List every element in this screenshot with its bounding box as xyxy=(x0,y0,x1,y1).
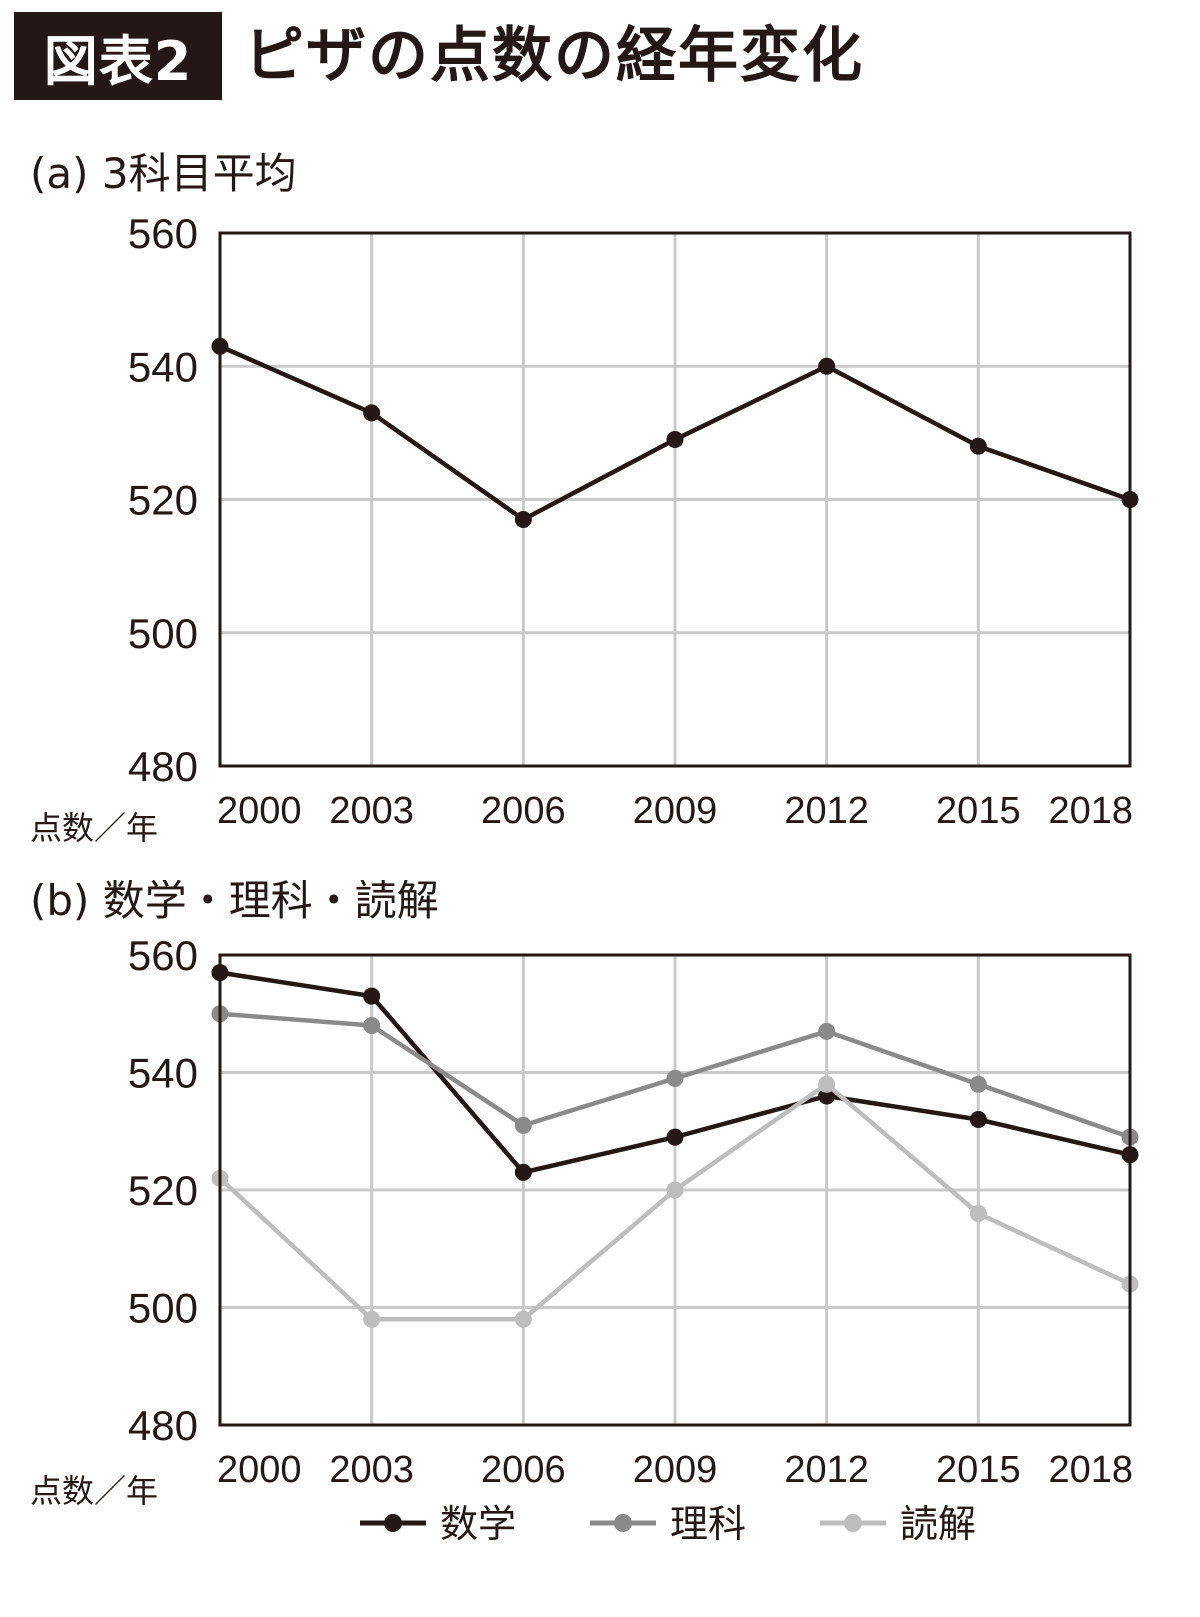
y-tick-label: 560 xyxy=(128,932,198,979)
data-point xyxy=(363,1017,381,1034)
x-tick-label: 2015 xyxy=(936,1449,1021,1491)
data-point xyxy=(818,357,836,375)
y-tick-label: 500 xyxy=(128,1285,198,1332)
chart-b-legend: 数学 理科 読解 xyxy=(360,1502,976,1546)
y-tick-label: 480 xyxy=(128,1402,198,1449)
x-tick-label: 2012 xyxy=(784,790,869,832)
x-tick-label: 2015 xyxy=(936,790,1021,832)
x-tick-label: 2009 xyxy=(633,1449,718,1491)
y-tick-label: 480 xyxy=(128,743,198,790)
x-tick-label: 2006 xyxy=(481,1449,566,1491)
x-tick-label: 2018 xyxy=(1048,790,1133,832)
legend-swatch-marker xyxy=(614,1514,632,1532)
data-point xyxy=(969,1111,987,1128)
x-tick-label: 2018 xyxy=(1048,1449,1133,1491)
chart-a-axis-labels: 560 540 520 500 480 2000 2003 2006 2009 2012 2015 2… xyxy=(128,210,1133,832)
data-point xyxy=(818,1075,836,1093)
data-point xyxy=(514,1163,532,1181)
chart-b-title: (b) 数学・理科・読解 xyxy=(30,880,439,925)
chart-a-title: (a) 3科目平均 xyxy=(30,149,297,198)
chart-a-series xyxy=(211,337,1139,528)
legend-label: 理科 xyxy=(670,1502,746,1546)
y-tick-label: 540 xyxy=(128,343,198,390)
data-point xyxy=(514,510,532,528)
data-point xyxy=(818,1087,836,1105)
legend-swatch-marker xyxy=(384,1514,402,1532)
x-tick-label: 2012 xyxy=(784,1449,869,1491)
y-tick-label: 520 xyxy=(128,1167,198,1214)
x-tick-label: 2003 xyxy=(329,790,414,832)
data-point xyxy=(666,1128,684,1146)
data-point xyxy=(514,1310,532,1328)
chart-a-gridlines xyxy=(220,233,1130,766)
x-tick-label: 2000 xyxy=(217,790,302,832)
x-tick-label: 2009 xyxy=(633,790,718,832)
data-point xyxy=(666,1069,684,1087)
y-tick-label: 500 xyxy=(128,610,198,657)
data-point xyxy=(818,1022,836,1040)
legend-label: 読解 xyxy=(900,1502,976,1546)
data-point xyxy=(969,1075,987,1093)
chart-a-unit-label: 点数／年 xyxy=(30,809,158,847)
y-tick-label: 520 xyxy=(128,477,198,524)
data-point xyxy=(969,437,987,455)
y-tick-label: 560 xyxy=(128,210,198,257)
y-tick-label: 540 xyxy=(128,1050,198,1097)
data-point xyxy=(666,1181,684,1199)
data-point xyxy=(363,1310,381,1328)
chart-b-math-science-reading: (b) 数学・理科・読解 560 540 520 500 480 2000 2003 2006… xyxy=(30,880,1139,1546)
data-point xyxy=(363,987,381,1005)
data-point xyxy=(666,431,684,449)
chart-b-series xyxy=(211,964,1139,1328)
legend-label: 数学 xyxy=(440,1502,516,1546)
chart-b-axis-labels: 560 540 520 500 480 2000 2003 2006 2009 2012 2015 2… xyxy=(128,932,1133,1491)
legend-swatch-marker xyxy=(844,1514,862,1532)
x-tick-label: 2003 xyxy=(329,1449,414,1491)
chart-b-plot-frame xyxy=(218,953,1132,1427)
x-tick-label: 2000 xyxy=(217,1449,302,1491)
x-tick-label: 2006 xyxy=(481,790,566,832)
chart-a-three-subject-average: (a) 3科目平均 560 540 520 500 480 2000 2003 2006 200… xyxy=(30,149,1139,847)
figure-number: 図表2 xyxy=(14,12,222,100)
data-point xyxy=(514,1116,532,1134)
chart-a-plot-frame xyxy=(218,231,1132,768)
data-point xyxy=(969,1205,987,1222)
chart-b-unit-label: 点数／年 xyxy=(30,1472,158,1510)
data-point xyxy=(363,404,381,422)
figure-title: ピザの点数の経年変化 xyxy=(244,21,864,91)
